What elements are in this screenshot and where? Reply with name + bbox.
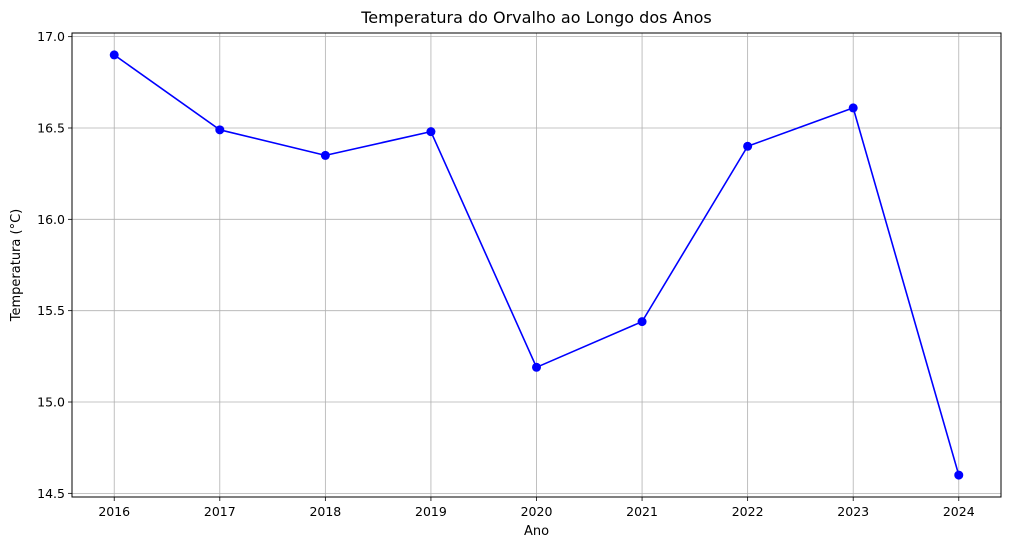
chart-title: Temperatura do Orvalho ao Longo dos Anos <box>360 8 712 27</box>
y-tick-label: 17.0 <box>37 29 65 44</box>
data-point-2021 <box>637 317 647 327</box>
series <box>109 50 964 480</box>
x-tick-label: 2022 <box>732 504 764 519</box>
x-tick-label: 2023 <box>837 504 869 519</box>
grid <box>72 33 1001 497</box>
data-point-2019 <box>426 127 436 137</box>
data-point-2024 <box>954 470 964 480</box>
y-tick-label: 16.0 <box>37 212 65 227</box>
data-point-2022 <box>743 141 753 151</box>
data-point-2020 <box>532 362 541 372</box>
x-tick-label: 2024 <box>943 504 975 519</box>
x-tick-label: 2020 <box>521 504 553 519</box>
y-tick-label: 15.5 <box>37 303 65 318</box>
x-tick-label: 2018 <box>309 504 341 519</box>
axis-ticks: 2016 2017 2018 2019 2020 2021 2022 2023 2024 14.5… <box>37 29 975 519</box>
data-point-2018 <box>320 150 330 160</box>
data-point-2017 <box>215 125 225 135</box>
x-axis-label: Ano <box>524 524 549 539</box>
x-tick-label: 2016 <box>98 504 130 519</box>
x-tick-label: 2019 <box>415 504 447 519</box>
y-axis-label: Temperatura (°C) <box>9 209 24 322</box>
y-tick-label: 14.5 <box>37 486 65 501</box>
data-point-2023 <box>848 103 858 113</box>
y-tick-label: 15.0 <box>37 395 65 410</box>
x-tick-label: 2021 <box>626 504 658 519</box>
data-point-2016 <box>109 50 119 60</box>
x-tick-label: 2017 <box>204 504 236 519</box>
y-tick-label: 16.5 <box>37 120 65 135</box>
